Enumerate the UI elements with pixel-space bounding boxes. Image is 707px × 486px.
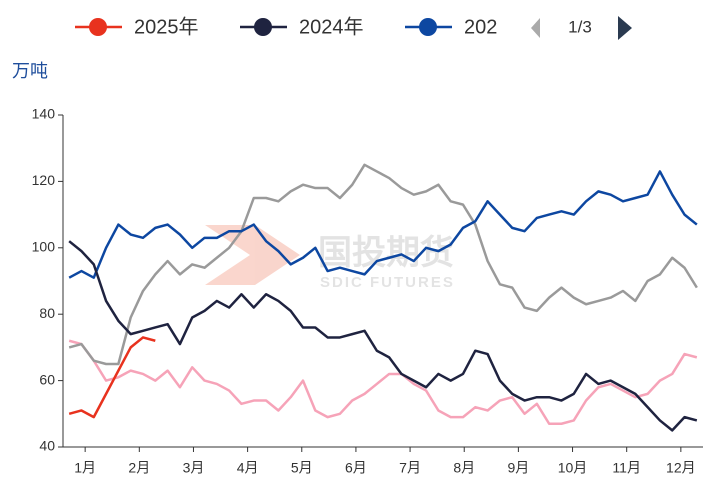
y-axis-label: 万吨 [12,61,48,81]
watermark-text: 国投期货 [318,234,454,272]
x-tick-label: 10月 [558,460,588,476]
series-line [68,339,698,426]
x-tick-label: 1月 [74,460,96,476]
y-tick-label: 80 [39,305,55,321]
series-line [68,163,698,366]
series-line [68,170,698,279]
legend-prev[interactable] [531,18,540,38]
watermark: 国投期货 SDIC FUTURES [205,225,455,291]
x-tick-label: 2月 [128,460,150,476]
x-tick-label: 6月 [345,460,367,476]
watermark-subtext: SDIC FUTURES [320,274,455,291]
x-tick-label: 3月 [183,460,205,476]
x-tick-label: 7月 [399,460,421,476]
series-line [68,336,156,419]
legend-marker [254,18,272,36]
legend-next[interactable] [618,16,632,40]
legend-page: 1/3 [568,17,592,36]
legend-marker [89,18,107,36]
y-tick-label: 60 [39,371,55,387]
legend-marker [419,18,437,36]
y-tick-label: 40 [39,438,55,454]
series-line [68,240,698,432]
x-tick-label: 9月 [507,460,529,476]
legend-label: 202 [464,16,497,38]
y-tick-label: 120 [32,172,56,188]
legend-label: 2025年 [134,15,199,38]
x-tick-label: 11月 [612,460,641,476]
x-tick-label: 5月 [291,460,313,476]
x-tick-label: 8月 [453,460,475,476]
legend-label: 2024年 [299,15,364,38]
x-tick-label: 4月 [237,460,259,476]
x-tick-label: 12月 [666,460,696,476]
y-tick-label: 100 [32,239,56,255]
watermark-logo [205,225,300,285]
y-tick-label: 140 [32,106,56,122]
